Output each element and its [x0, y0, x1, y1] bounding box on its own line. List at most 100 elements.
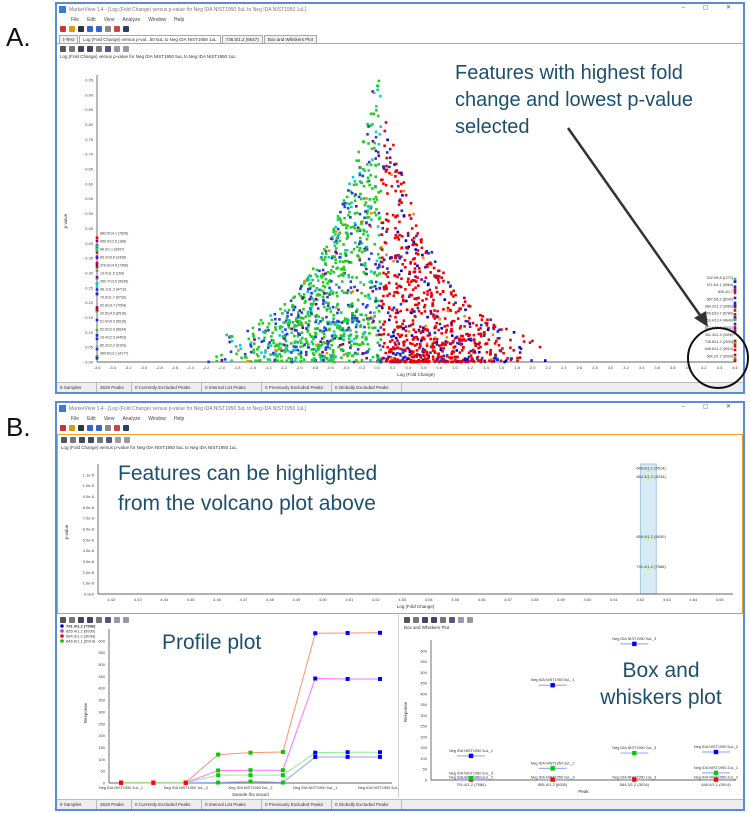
plot-tool-icon[interactable] [70, 437, 76, 443]
plot-tool-icon[interactable] [105, 617, 111, 623]
plot-tool-icon[interactable] [96, 617, 102, 623]
plot-tool-icon[interactable] [97, 437, 103, 443]
data-point[interactable] [378, 750, 382, 755]
data-point[interactable] [550, 766, 555, 771]
plot-tool-icon[interactable] [60, 617, 66, 623]
toolbar-button-icon[interactable] [105, 26, 111, 32]
data-point[interactable] [647, 469, 650, 472]
toolbar-button-icon[interactable] [96, 425, 102, 431]
plot-tool-icon[interactable] [413, 617, 419, 623]
plot-tool-icon[interactable] [96, 46, 102, 52]
toolbar-button-icon[interactable] [87, 26, 93, 32]
tab[interactable]: t-Test [59, 35, 79, 43]
plot-tool-icon[interactable] [105, 46, 111, 52]
plot-tool-icon[interactable] [69, 617, 75, 623]
toolbar-button-icon[interactable] [78, 425, 84, 431]
data-point[interactable] [216, 773, 221, 778]
plot-tool-icon[interactable] [79, 437, 85, 443]
data-point[interactable] [313, 631, 318, 636]
plot-tool-icon[interactable] [449, 617, 455, 623]
window-controls[interactable]: – ▢ ✕ [681, 5, 739, 11]
legend-item[interactable]: 791.4/1.2 (7586) [66, 624, 96, 629]
data-point[interactable] [216, 752, 221, 757]
data-point[interactable] [647, 537, 650, 540]
toolbar-button-icon[interactable] [114, 26, 120, 32]
menu-item-view[interactable]: View [103, 415, 115, 422]
data-point[interactable] [345, 750, 350, 755]
menu-item-file[interactable]: File [71, 16, 80, 23]
plot-tool-icon[interactable] [440, 617, 446, 623]
plot-tool-icon[interactable] [69, 46, 75, 52]
data-point[interactable] [183, 780, 188, 785]
data-point[interactable] [378, 630, 382, 635]
zoomed-volcano-plot[interactable]: 0.0e01.0e-62.0e-63.0e-64.0e-65.0e-66.0e-… [58, 452, 741, 612]
menu-item-edit[interactable]: Edit [87, 415, 96, 422]
toolbar-button-icon[interactable] [123, 425, 129, 431]
window-controls[interactable]: – ▢ ✕ [681, 404, 739, 410]
data-point[interactable] [280, 780, 285, 785]
data-point[interactable] [550, 683, 555, 688]
menu-item-analyze[interactable]: Analyze [122, 415, 141, 422]
box-whiskers-plot[interactable]: 050100150200250300350400450500550600Resp… [401, 632, 743, 797]
plot-tool-icon[interactable] [404, 617, 410, 623]
toolbar-button-icon[interactable] [105, 425, 111, 431]
menu-item-window[interactable]: Window [148, 16, 167, 23]
plot-tool-icon[interactable] [467, 617, 473, 623]
plot-tool-icon[interactable] [87, 617, 93, 623]
legend-item[interactable]: 855.4/1.2 (6930) [66, 629, 96, 634]
data-point[interactable] [550, 777, 555, 782]
legend-item[interactable]: 646.6/1.1 (5914) [66, 639, 96, 644]
toolbar-button-icon[interactable] [69, 425, 75, 431]
data-point[interactable] [313, 754, 318, 759]
data-point[interactable] [280, 749, 285, 754]
plot-tool-icon[interactable] [123, 46, 129, 52]
plot-tool-icon[interactable] [114, 46, 120, 52]
data-point[interactable] [468, 753, 474, 759]
profile-plot[interactable]: 050100150200250300350400450500550600Resp… [57, 623, 399, 796]
tab[interactable]: Log (Fold Change) versus p-val...50 5uL … [79, 35, 221, 43]
data-point[interactable] [119, 780, 123, 785]
plot-tool-icon[interactable] [78, 617, 84, 623]
toolbar-button-icon[interactable] [114, 425, 120, 431]
data-point[interactable] [248, 773, 253, 778]
data-point[interactable] [216, 780, 221, 785]
data-point[interactable] [345, 631, 350, 636]
data-point[interactable] [280, 773, 285, 778]
data-point[interactable] [632, 750, 637, 756]
data-point[interactable] [632, 777, 637, 782]
toolbar-button-icon[interactable] [87, 425, 93, 431]
plot-tool-icon[interactable] [60, 46, 66, 52]
menu-item-help[interactable]: Help [174, 16, 185, 23]
plot-tool-icon[interactable] [88, 437, 94, 443]
plot-tool-icon[interactable] [115, 437, 121, 443]
data-point[interactable] [345, 676, 350, 681]
data-point[interactable] [313, 750, 318, 755]
data-point[interactable] [378, 676, 382, 681]
data-point[interactable] [345, 754, 350, 759]
plot-tool-icon[interactable] [87, 46, 93, 52]
menu-item-window[interactable]: Window [148, 415, 167, 422]
data-point[interactable] [151, 780, 156, 785]
plot-tool-icon[interactable] [78, 46, 84, 52]
plot-tool-icon[interactable] [124, 437, 130, 443]
data-point[interactable] [468, 776, 474, 781]
data-point[interactable] [313, 676, 318, 681]
data-point[interactable] [713, 777, 719, 782]
toolbar-button-icon[interactable] [96, 26, 102, 32]
data-point[interactable] [647, 477, 650, 481]
plot-tool-icon[interactable] [61, 437, 67, 443]
plot-tool-icon[interactable] [458, 617, 464, 623]
plot-tool-icon[interactable] [431, 617, 437, 623]
tab[interactable]: 736.5/1.2 (6647) [221, 35, 263, 43]
data-point[interactable] [378, 754, 382, 759]
menu-item-view[interactable]: View [103, 16, 115, 23]
plot-tool-icon[interactable] [422, 617, 428, 623]
data-point[interactable] [248, 768, 253, 773]
plot-tool-icon[interactable] [114, 617, 120, 623]
toolbar-button-icon[interactable] [60, 425, 66, 431]
data-point[interactable] [280, 768, 285, 773]
toolbar-button-icon[interactable] [60, 26, 66, 32]
data-point[interactable] [632, 641, 637, 647]
plot-tool-icon[interactable] [123, 617, 129, 623]
data-point[interactable] [248, 779, 253, 784]
